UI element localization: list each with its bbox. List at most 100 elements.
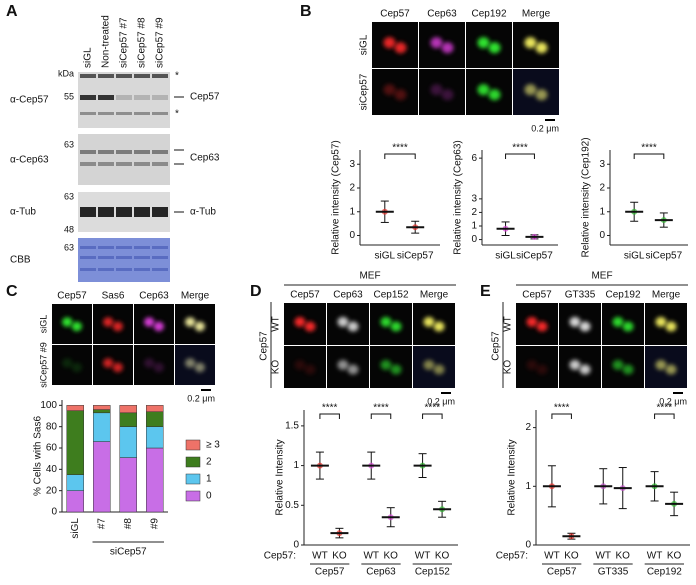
band — [134, 246, 150, 249]
row-label: α-Cep57 — [10, 95, 49, 106]
x-tick-label: KO — [435, 551, 450, 562]
lane-label: siCep57 #7 — [119, 17, 130, 68]
bar-segment — [93, 405, 111, 410]
signal — [569, 316, 581, 327]
signal — [144, 358, 155, 368]
band — [152, 207, 168, 217]
signal — [153, 321, 164, 332]
channel-label: Cep57 — [290, 290, 320, 301]
y-tick-label: 0 — [599, 230, 605, 241]
channel-label: Cep192 — [605, 290, 640, 301]
signal — [579, 321, 591, 332]
x-tick-label: WT — [312, 551, 328, 562]
signal — [535, 42, 548, 54]
signal — [488, 42, 501, 54]
micrograph — [134, 304, 174, 344]
band — [152, 268, 168, 271]
bar-segment — [119, 457, 137, 513]
band — [98, 246, 114, 249]
band — [152, 112, 168, 115]
signal — [390, 321, 402, 332]
band — [152, 95, 168, 100]
x-tick-label: WT — [647, 551, 663, 562]
x-tick-label: KO — [384, 551, 399, 562]
micrograph — [602, 346, 644, 388]
band — [116, 162, 132, 166]
signal — [383, 37, 396, 49]
signal — [441, 89, 454, 101]
channel-label: GT335 — [565, 290, 596, 301]
signal — [112, 362, 124, 373]
y-axis-label: Relative Intensity — [507, 439, 518, 515]
band — [152, 162, 168, 166]
y-axis-label: Relative intensity (Cep192) — [581, 137, 592, 257]
signal — [185, 358, 196, 368]
x-tick-label: WT — [415, 551, 431, 562]
band — [80, 162, 96, 166]
y-tick-label: 0 — [349, 230, 355, 241]
bar-segment — [146, 411, 164, 427]
bar-segment — [119, 426, 137, 458]
row-label: CBB — [10, 255, 31, 266]
significance: **** — [322, 403, 338, 414]
bar-segment — [119, 405, 137, 414]
band — [134, 256, 150, 259]
sig-bracket — [319, 413, 340, 419]
signal — [347, 364, 359, 375]
group-label: Cep57 — [547, 567, 577, 578]
band-label: Cep63 — [190, 153, 220, 164]
sig-bracket — [422, 413, 443, 419]
sig-bracket — [370, 413, 392, 419]
legend-swatch — [185, 490, 201, 502]
band — [80, 150, 96, 154]
bar-segment — [93, 409, 111, 414]
signal — [112, 321, 124, 332]
band — [116, 112, 132, 115]
signal — [535, 89, 548, 101]
signal — [380, 359, 392, 370]
y-tick-label: 0 — [525, 540, 531, 551]
micrograph — [93, 304, 133, 344]
y-tick-label: 2 — [599, 183, 605, 194]
micrograph — [370, 303, 412, 345]
band-label: Cep57 — [190, 92, 220, 103]
band — [152, 74, 168, 78]
band — [80, 112, 96, 115]
signal — [423, 359, 435, 370]
row-label: α-Cep63 — [10, 155, 49, 166]
micrograph — [466, 22, 512, 68]
micrograph — [413, 303, 455, 345]
band — [98, 112, 114, 115]
panel-letter: D — [250, 283, 262, 300]
signal — [383, 84, 396, 96]
band — [116, 95, 132, 100]
signal — [441, 42, 454, 54]
signal — [433, 321, 445, 332]
signal — [612, 316, 624, 327]
micrograph — [284, 303, 326, 345]
band — [80, 246, 96, 249]
band — [98, 268, 114, 271]
band — [98, 74, 114, 78]
band — [134, 207, 150, 217]
band — [152, 150, 168, 154]
legend-label: 1 — [206, 474, 212, 485]
micrograph — [466, 69, 512, 115]
bar-segment — [119, 412, 137, 427]
channel-label: Cep63 — [427, 9, 457, 20]
legend-label: 0 — [206, 491, 212, 502]
signal — [103, 317, 114, 327]
group-label: Cep57 — [315, 567, 345, 578]
band — [98, 95, 114, 100]
channel-label: Sas6 — [102, 291, 125, 302]
lane-label: siCep57 #9 — [155, 17, 166, 68]
band — [152, 256, 168, 259]
signal — [526, 316, 538, 327]
y-tick-label: 3 — [349, 159, 355, 170]
band — [80, 95, 96, 100]
signal — [394, 42, 407, 54]
channel-label: Cep63 — [139, 291, 169, 302]
legend-swatch — [185, 456, 201, 468]
marker-label: 63 — [64, 242, 74, 252]
